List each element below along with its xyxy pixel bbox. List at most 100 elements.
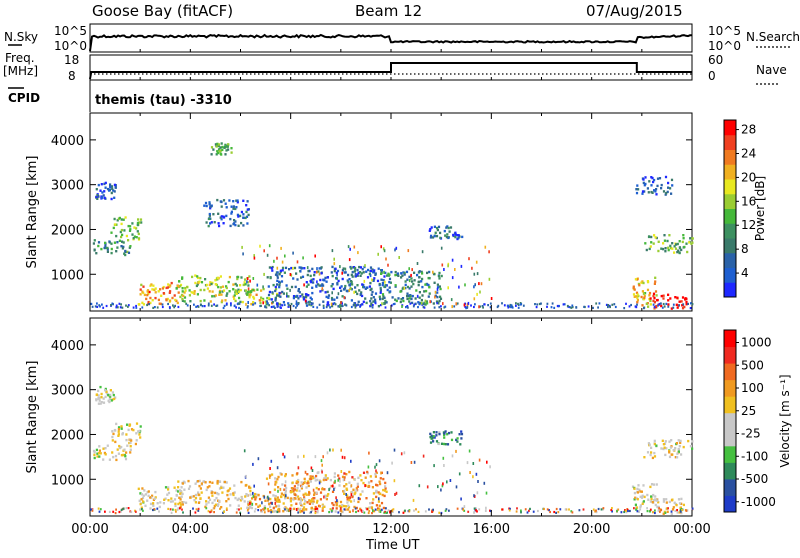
velocity-cell (251, 497, 254, 500)
velocity-cell (310, 500, 313, 504)
power-cell (650, 176, 653, 179)
velocity-cell (639, 504, 642, 507)
velocity-cell (384, 487, 387, 490)
velocity-ground-cell (553, 510, 556, 514)
velocity-sparse-cell (282, 452, 284, 456)
power-cell (428, 229, 431, 232)
nsearch-label: N.Search (746, 30, 800, 44)
velocity-cell (280, 473, 283, 476)
velocity-cell (100, 401, 103, 404)
velocity-ground-cell (676, 511, 679, 514)
velocity-cell (643, 456, 646, 459)
velocity-ground-cell (331, 509, 333, 512)
velocity-colorbar-segment (724, 412, 736, 430)
power-cell (102, 194, 105, 197)
velocity-cell (211, 481, 214, 484)
velocity-cell (375, 489, 378, 493)
power-ground-cell (274, 306, 276, 309)
velocity-cell (220, 486, 223, 489)
power-cell (218, 291, 221, 294)
power-ground-cell (384, 306, 387, 309)
power-cell (305, 285, 308, 288)
power-cell (647, 305, 650, 308)
power-cell (335, 271, 338, 274)
power-cell (284, 266, 288, 270)
velocity-ground-cell (445, 508, 448, 511)
power-cell (299, 295, 302, 298)
power-sparse-cell (437, 301, 440, 305)
power-cell (244, 278, 247, 281)
power-ground-cell (587, 305, 590, 308)
velocity-sparse-cell (422, 454, 425, 458)
velocity-cell (295, 502, 298, 505)
power-cell (198, 280, 201, 283)
velocity-ground-cell (681, 509, 683, 512)
power-cell (301, 293, 304, 296)
power-cell (173, 294, 176, 297)
velocity-ground-cell (260, 509, 262, 512)
velocity-cell (179, 492, 182, 495)
velocity-cell (204, 481, 207, 484)
power-cell (266, 296, 269, 300)
velocity-ground-cell (679, 510, 682, 513)
power-colorbar-tick-label: 28 (741, 123, 756, 137)
velocity-cell (654, 499, 657, 502)
power-cell (309, 274, 312, 278)
power-cell (181, 290, 184, 293)
power-cell (400, 298, 403, 301)
velocity-cell (257, 493, 260, 497)
power-cell (214, 279, 217, 282)
velocity-ground-cell (98, 510, 101, 513)
power-cell (127, 239, 130, 242)
power-sparse-cell (398, 256, 400, 259)
velocity-cell (129, 451, 132, 454)
velocity-cell (183, 488, 186, 491)
velocity-cell (126, 444, 129, 447)
velocity-cell (99, 452, 102, 455)
power-cell (214, 143, 217, 146)
power-ground-cell (276, 302, 278, 305)
velocity-cell (444, 443, 447, 446)
velocity-ground-cell (620, 511, 623, 514)
velocity-cell (318, 505, 321, 508)
power-cell (680, 248, 683, 252)
velocity-cell (241, 498, 244, 501)
velocity-ground-cell (236, 508, 239, 511)
velocity-cell (437, 442, 440, 446)
velocity-ground-cell (219, 507, 221, 510)
power-cell (664, 193, 667, 196)
power-cell (120, 222, 123, 226)
velocity-ground-cell (691, 507, 694, 510)
velocity-cell (216, 481, 219, 484)
power-cell (662, 294, 665, 297)
power-cell (247, 284, 250, 287)
power-cell (312, 278, 315, 281)
power-cell (406, 292, 409, 295)
velocity-cell (117, 452, 120, 455)
velocity-sparse-cell (343, 456, 346, 460)
velocity-colorbar-segment (724, 330, 736, 348)
power-cell (180, 293, 184, 297)
power-cell (421, 272, 424, 275)
power-cell (99, 189, 102, 192)
power-ground-cell (281, 304, 284, 307)
power-cell (271, 291, 274, 294)
velocity-cell (321, 506, 324, 510)
power-ground-cell (168, 306, 171, 309)
power-cell (221, 285, 225, 288)
power-cell (632, 286, 635, 289)
velocity-cell (258, 504, 261, 507)
power-cell (385, 301, 388, 304)
power-cell (444, 234, 447, 237)
velocity-ground-cell (526, 511, 529, 514)
power-cell (203, 204, 206, 207)
power-cell (287, 302, 290, 305)
velocity-ground-cell (170, 511, 173, 514)
power-sparse-cell (348, 258, 351, 262)
velocity-sparse-cell (367, 465, 370, 469)
power-cell (236, 277, 239, 281)
power-ground-cell (195, 305, 197, 308)
power-cell (380, 269, 383, 272)
power-cell (306, 273, 309, 277)
power-cell (351, 270, 354, 274)
